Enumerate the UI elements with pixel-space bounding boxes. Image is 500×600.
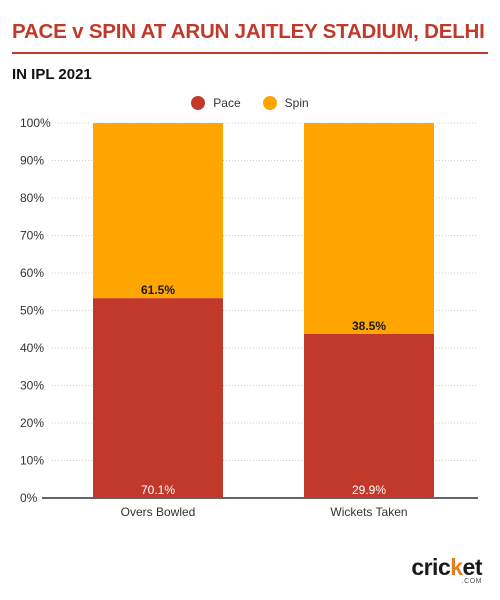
legend-swatch-pace: [191, 96, 206, 110]
y-tick-label: 20%: [20, 416, 44, 430]
data-label-pace: 29.9%: [352, 483, 386, 497]
data-label-spin: 38.5%: [352, 319, 386, 333]
y-tick-label: 100%: [20, 116, 51, 130]
legend-item-pace: Pace: [191, 96, 241, 110]
y-tick-label: 60%: [20, 266, 44, 280]
data-label-spin: 61.5%: [141, 283, 175, 297]
y-tick-label: 70%: [20, 229, 44, 243]
y-tick-label: 10%: [20, 454, 44, 468]
chart-subtitle: IN IPL 2021: [12, 66, 92, 83]
chart-title: PACE v SPIN AT ARUN JAITLEY STADIUM, DEL…: [12, 20, 485, 43]
bar-segment-pace: [304, 333, 434, 498]
bar-segment-spin: [304, 123, 434, 334]
legend-item-spin: Spin: [262, 96, 309, 110]
y-tick-label: 50%: [20, 304, 44, 318]
bar-segment-spin: [93, 123, 223, 299]
cricket-com-logo: cricket .COM: [411, 554, 482, 586]
y-tick-label: 40%: [20, 341, 44, 355]
y-tick-label: 30%: [20, 379, 44, 393]
y-tick-label: 90%: [20, 154, 44, 168]
y-tick-label: 80%: [20, 191, 44, 205]
legend-swatch-spin: [262, 96, 277, 110]
legend-label-spin: Spin: [284, 96, 309, 110]
x-tick-label: Overs Bowled: [121, 505, 196, 519]
x-tick-label: Wickets Taken: [330, 505, 407, 519]
legend: Pace Spin: [0, 96, 500, 110]
data-label-pace: 70.1%: [141, 483, 175, 497]
y-tick-label: 0%: [20, 491, 38, 505]
bar-segment-pace: [93, 298, 223, 498]
title-underline: [12, 52, 488, 54]
legend-label-pace: Pace: [213, 96, 241, 110]
